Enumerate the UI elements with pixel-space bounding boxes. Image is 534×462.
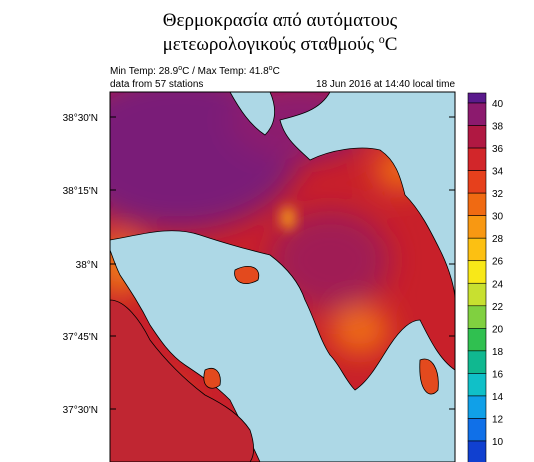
title-line: μετεωρολογικούς σταθμούς oC: [163, 32, 398, 55]
colorbar-label: 14: [492, 392, 504, 403]
colorbar-band: [467, 395, 487, 419]
lat-label: 37°45'N: [63, 332, 98, 343]
colorbar-label: 38: [492, 122, 504, 133]
colorbar-label: 24: [492, 279, 504, 290]
max-label: / Max Temp:: [192, 66, 246, 77]
colorbar-label: 34: [492, 167, 504, 178]
title-line: Θερμοκρασία από αυτόματους: [163, 10, 398, 31]
colorbar-band: [467, 102, 487, 126]
colorbar-band: [467, 328, 487, 352]
lat-label: 38°15'N: [63, 186, 98, 197]
min-value: 28.9: [159, 66, 179, 77]
unit-sup: o: [178, 65, 182, 72]
colorbar-band: [467, 418, 487, 442]
unit: C: [273, 66, 280, 77]
colorbar-label: 22: [492, 302, 504, 313]
colorbar-band: [467, 305, 487, 329]
title-unit: C: [385, 34, 398, 55]
colorbar-label: 36: [492, 144, 504, 155]
hot-spot: [280, 206, 296, 230]
colorbar-label: 26: [492, 257, 504, 268]
colorbar-label: 10: [492, 437, 504, 448]
colorbar-band: [467, 373, 487, 397]
max-value: 41.8: [249, 66, 269, 77]
colorbar-label: 20: [492, 324, 504, 335]
colorbar-band: [467, 260, 487, 284]
colorbar-band: [467, 125, 487, 149]
unit-sup: o: [269, 65, 273, 72]
title-text: μετεωρολογικούς σταθμούς: [163, 34, 375, 55]
colorbar-band: [467, 215, 487, 239]
min-max-temp: Min Temp: 28.9oC / Max Temp: 41.8oC: [110, 65, 280, 77]
stations: data from 57 stations: [110, 79, 203, 90]
title-unit-sup: o: [379, 32, 385, 46]
lat-labels: 38°30'N 38°15'N 38°N 37°45'N 37°30'N: [63, 113, 455, 416]
colorbar-band: [467, 440, 487, 462]
lat-label: 37°30'N: [63, 405, 98, 416]
colorbar-band: [467, 237, 487, 262]
min-label: Min Temp:: [110, 66, 156, 77]
colorbar-label: 18: [492, 347, 504, 358]
colorbar-band: [467, 170, 487, 194]
map-frame: [109, 91, 456, 462]
map-area: [110, 92, 455, 462]
colorbar-label: 12: [492, 414, 504, 425]
lat-label: 38°30'N: [63, 113, 98, 124]
colorbar-band: [467, 282, 487, 307]
colorbar-band: [467, 92, 487, 104]
colorbar-band: [467, 192, 487, 216]
colorbar: 40 38 36 34 32 30 28 26 24 22 20 18 16 14 12 10: [467, 92, 504, 462]
colorbar-label: 30: [492, 212, 504, 223]
timestamp: 18 Jun 2016 at 14:40 local time: [316, 79, 455, 90]
colorbar-label: 16: [492, 369, 504, 380]
lat-label: 38°N: [76, 260, 98, 271]
sea: [110, 92, 455, 462]
islands: [110, 266, 439, 462]
colorbar-band: [467, 147, 487, 171]
colorbar-band: [467, 350, 487, 374]
colorbar-label: 28: [492, 234, 504, 245]
colorbar-label: 40: [492, 99, 504, 110]
colorbar-label: 32: [492, 189, 504, 200]
unit: C: [182, 66, 189, 77]
